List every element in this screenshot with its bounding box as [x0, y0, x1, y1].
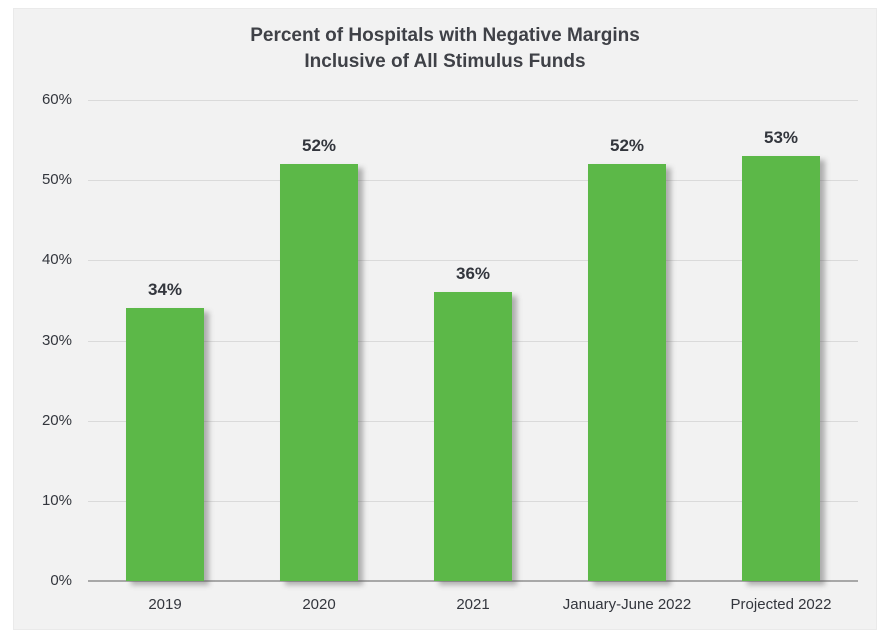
y-axis-tick-label: 10% [41, 491, 72, 509]
y-axis-tick-label: 30% [41, 331, 72, 349]
bar-value-label: 52% [609, 136, 645, 155]
x-axis-category-label: 2020 [302, 596, 336, 613]
chart-title: Percent of Hospitals with Negative Margi… [14, 23, 876, 75]
gridline [88, 180, 858, 182]
x-axis-category-label: 2019 [148, 596, 182, 613]
bar [742, 156, 820, 581]
bar-slot: 34% [88, 100, 242, 581]
chart-panel: Percent of Hospitals with Negative Margi… [13, 8, 877, 630]
chart-title-line2: Inclusive of All Stimulus Funds [304, 51, 586, 72]
bar-slot: 53% [704, 100, 858, 581]
y-axis-tick-label: 40% [41, 251, 72, 269]
bar [588, 164, 666, 581]
y-axis-tick-label: 0% [50, 572, 72, 589]
bar [280, 164, 358, 581]
y-axis-tick-label: 60% [41, 91, 72, 108]
y-axis-tick-label: 50% [41, 171, 72, 189]
bar [126, 308, 204, 581]
bar [434, 292, 512, 581]
gridline [88, 100, 858, 101]
bar-slot: 52% [242, 100, 396, 581]
x-axis-category-label: 2021 [456, 596, 490, 613]
y-axis-tick-label: 20% [41, 411, 72, 429]
x-axis-category-label: January-June 2022 [562, 596, 692, 613]
bar-value-label: 52% [301, 136, 337, 155]
bar-slot: 52% [550, 100, 704, 581]
x-axis-line [88, 580, 858, 582]
chart-title-line1: Percent of Hospitals with Negative Margi… [250, 25, 640, 46]
bar-value-label: 36% [455, 264, 491, 283]
gridline [88, 260, 858, 262]
plot-area: 34% 52% 36% 52% 53% [88, 100, 858, 582]
bar-value-label: 34% [147, 280, 183, 299]
x-axis-category-label: Projected 2022 [730, 596, 832, 613]
bar-slot: 36% [396, 100, 550, 581]
bar-value-label: 53% [763, 128, 799, 147]
